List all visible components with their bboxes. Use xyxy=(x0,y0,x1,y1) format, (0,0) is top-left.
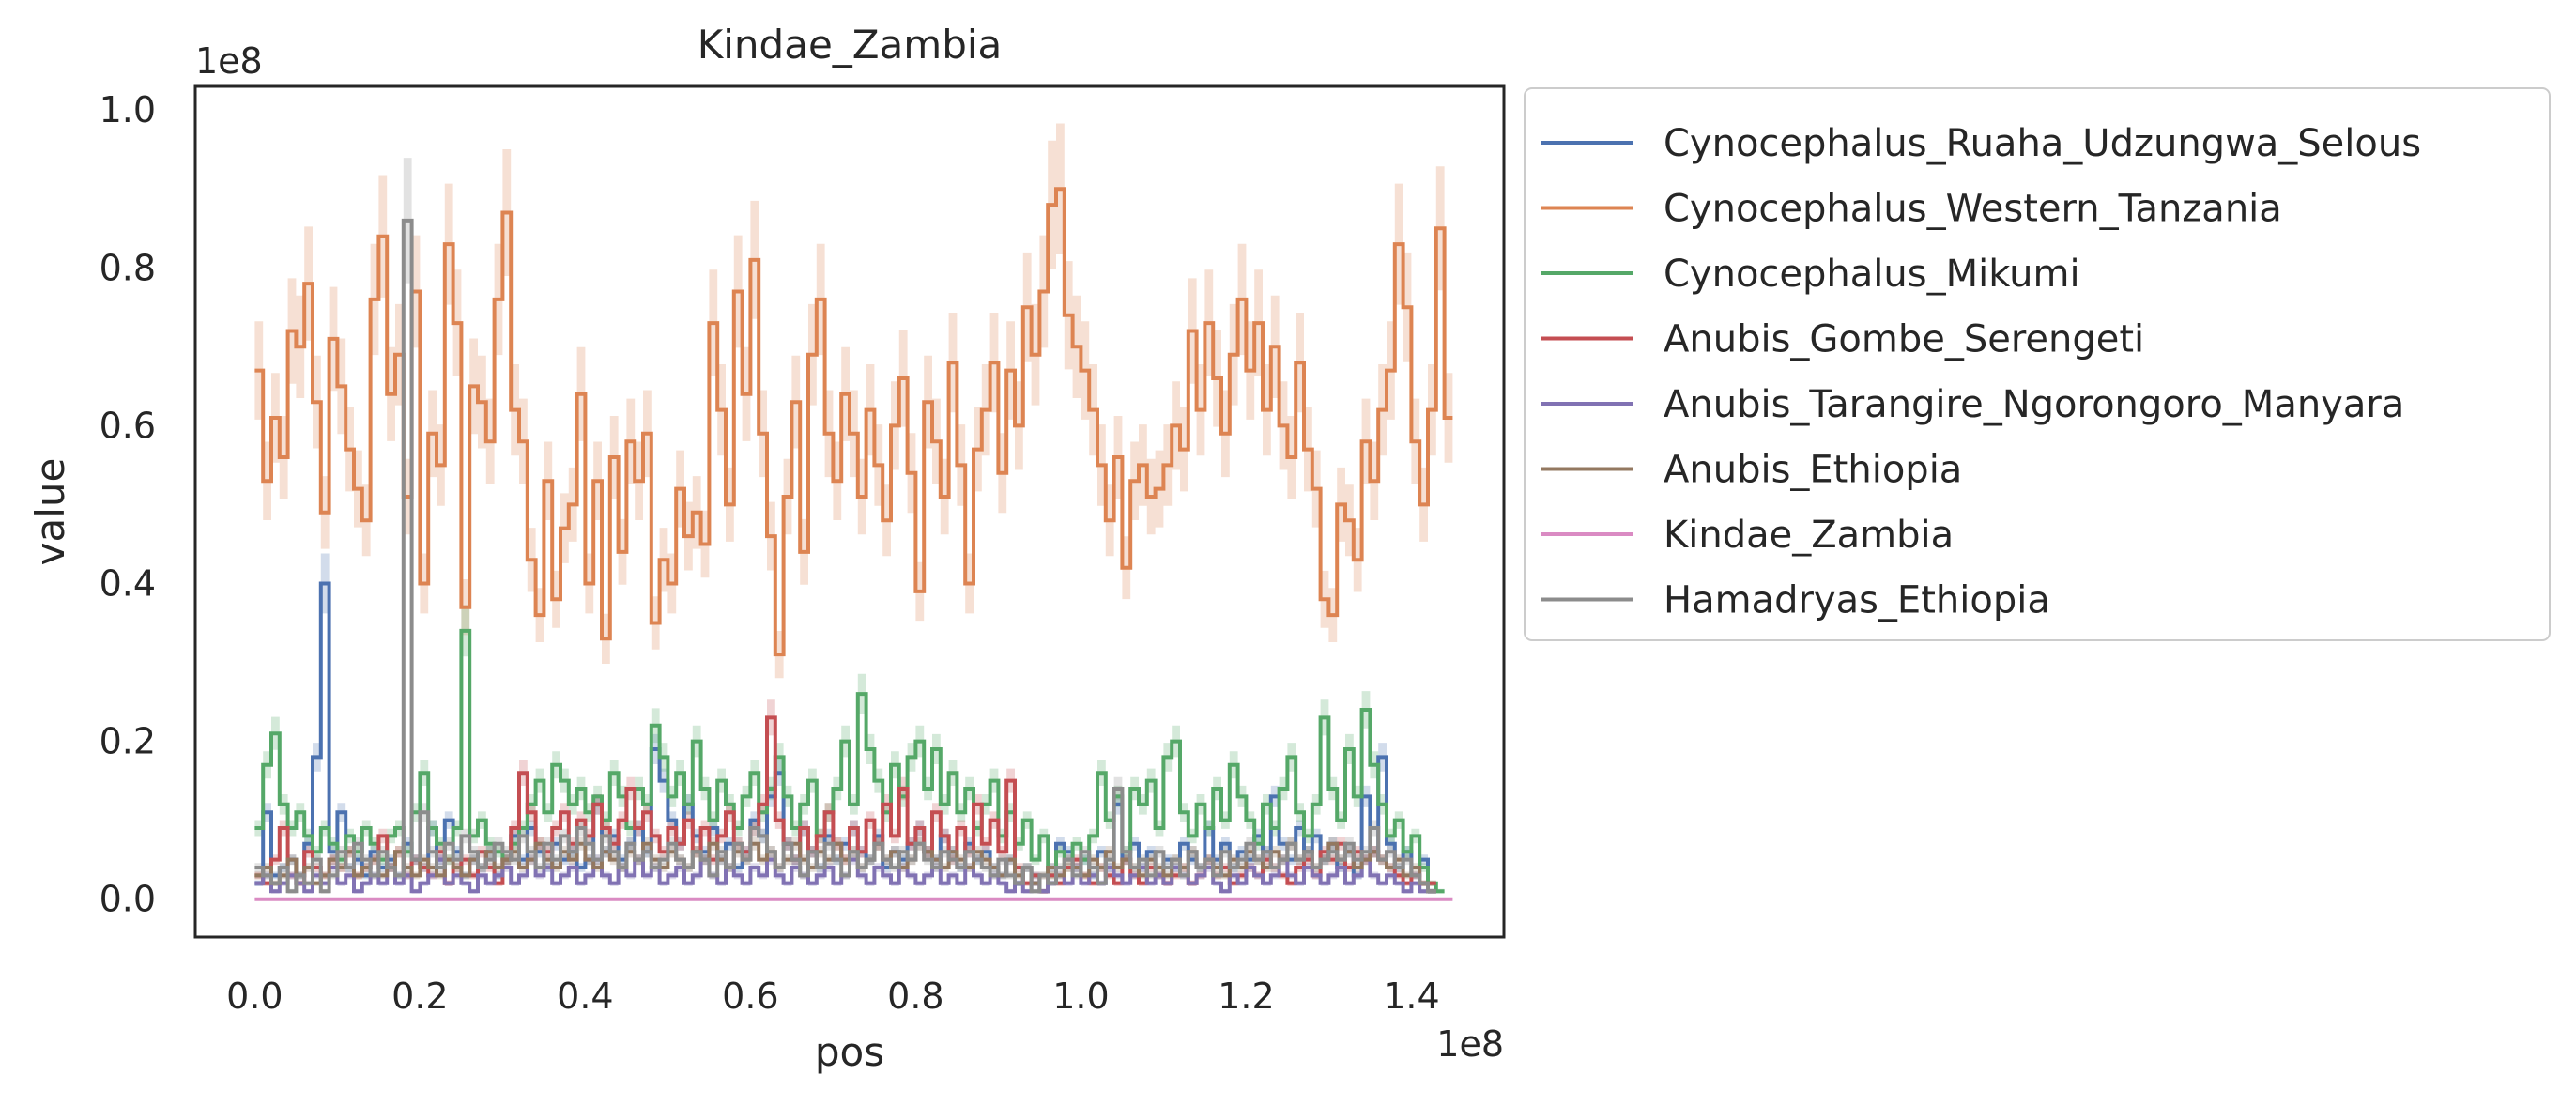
x-axis-label: pos xyxy=(815,1029,884,1075)
series-line-2 xyxy=(254,187,1453,657)
legend-label: Cynocephalus_Mikumi xyxy=(1664,253,2080,296)
legend-entry: Cynocephalus_Mikumi xyxy=(1541,253,2080,296)
y-tick-label: 0.4 xyxy=(100,562,156,604)
legend-label: Anubis_Gombe_Serengeti xyxy=(1664,318,2144,361)
legend-entry: Hamadryas_Ethiopia xyxy=(1541,579,2050,622)
x-tick-label: 1.2 xyxy=(1218,975,1274,1017)
x-axis: 0.0 0.2 0.4 0.6 0.8 1.0 1.2 1.4 xyxy=(226,975,1440,1017)
series-line-8 xyxy=(254,218,1436,894)
series-line-3 xyxy=(254,628,1445,894)
x-tick-label: 0.8 xyxy=(887,975,943,1017)
plot-area xyxy=(254,123,1453,901)
legend-entries: Cynocephalus_Ruaha_Udzungwa_Selous Cynoce… xyxy=(1541,122,2421,622)
legend-label: Cynocephalus_Ruaha_Udzungwa_Selous xyxy=(1664,122,2421,165)
x-tick-label: 0.2 xyxy=(391,975,448,1017)
x-tick-label: 1.4 xyxy=(1383,975,1439,1017)
y-axis-label: value xyxy=(27,458,73,566)
legend-label: Cynocephalus_Western_Tanzania xyxy=(1664,188,2282,231)
y-axis: 0.0 0.2 0.4 0.6 0.8 1.0 xyxy=(100,89,156,919)
x-tick-label: 1.0 xyxy=(1052,975,1109,1017)
series-band-2 xyxy=(254,123,1453,679)
x-tick-label: 0.6 xyxy=(722,975,778,1017)
legend-entry: Anubis_Gombe_Serengeti xyxy=(1541,318,2144,361)
y-tick-label: 0.0 xyxy=(100,879,156,920)
chart-title: Kindae_Zambia xyxy=(698,22,1003,68)
legend-entry: Anubis_Ethiopia xyxy=(1541,449,1962,492)
x-tick-label: 0.0 xyxy=(226,975,283,1017)
series-band-8 xyxy=(254,158,1436,894)
x-tick-label: 0.4 xyxy=(557,975,613,1017)
plot-frame xyxy=(193,84,1506,939)
legend-label: Anubis_Tarangire_Ngorongoro_Manyara xyxy=(1664,383,2404,426)
legend-entry: Kindae_Zambia xyxy=(1541,514,1954,557)
legend-label: Anubis_Ethiopia xyxy=(1664,449,1962,492)
y-tick-label: 0.8 xyxy=(100,247,156,288)
legend-entry: Anubis_Tarangire_Ngorongoro_Manyara xyxy=(1541,383,2404,426)
legend-entry: Cynocephalus_Ruaha_Udzungwa_Selous xyxy=(1541,122,2421,165)
legend-label: Hamadryas_Ethiopia xyxy=(1664,579,2050,622)
legend: Cynocephalus_Ruaha_Udzungwa_Selous Cynoce… xyxy=(1524,87,2551,641)
y-tick-label: 1.0 xyxy=(100,89,156,131)
y-offset-label: 1e8 xyxy=(195,40,263,82)
y-tick-label: 0.6 xyxy=(100,405,156,446)
legend-label: Kindae_Zambia xyxy=(1664,514,1954,557)
x-offset-label: 1e8 xyxy=(1436,1023,1504,1065)
y-tick-label: 0.2 xyxy=(100,721,156,762)
legend-frame xyxy=(1524,87,2551,641)
legend-entry: Cynocephalus_Western_Tanzania xyxy=(1541,188,2282,231)
series-band-6 xyxy=(254,837,1436,894)
